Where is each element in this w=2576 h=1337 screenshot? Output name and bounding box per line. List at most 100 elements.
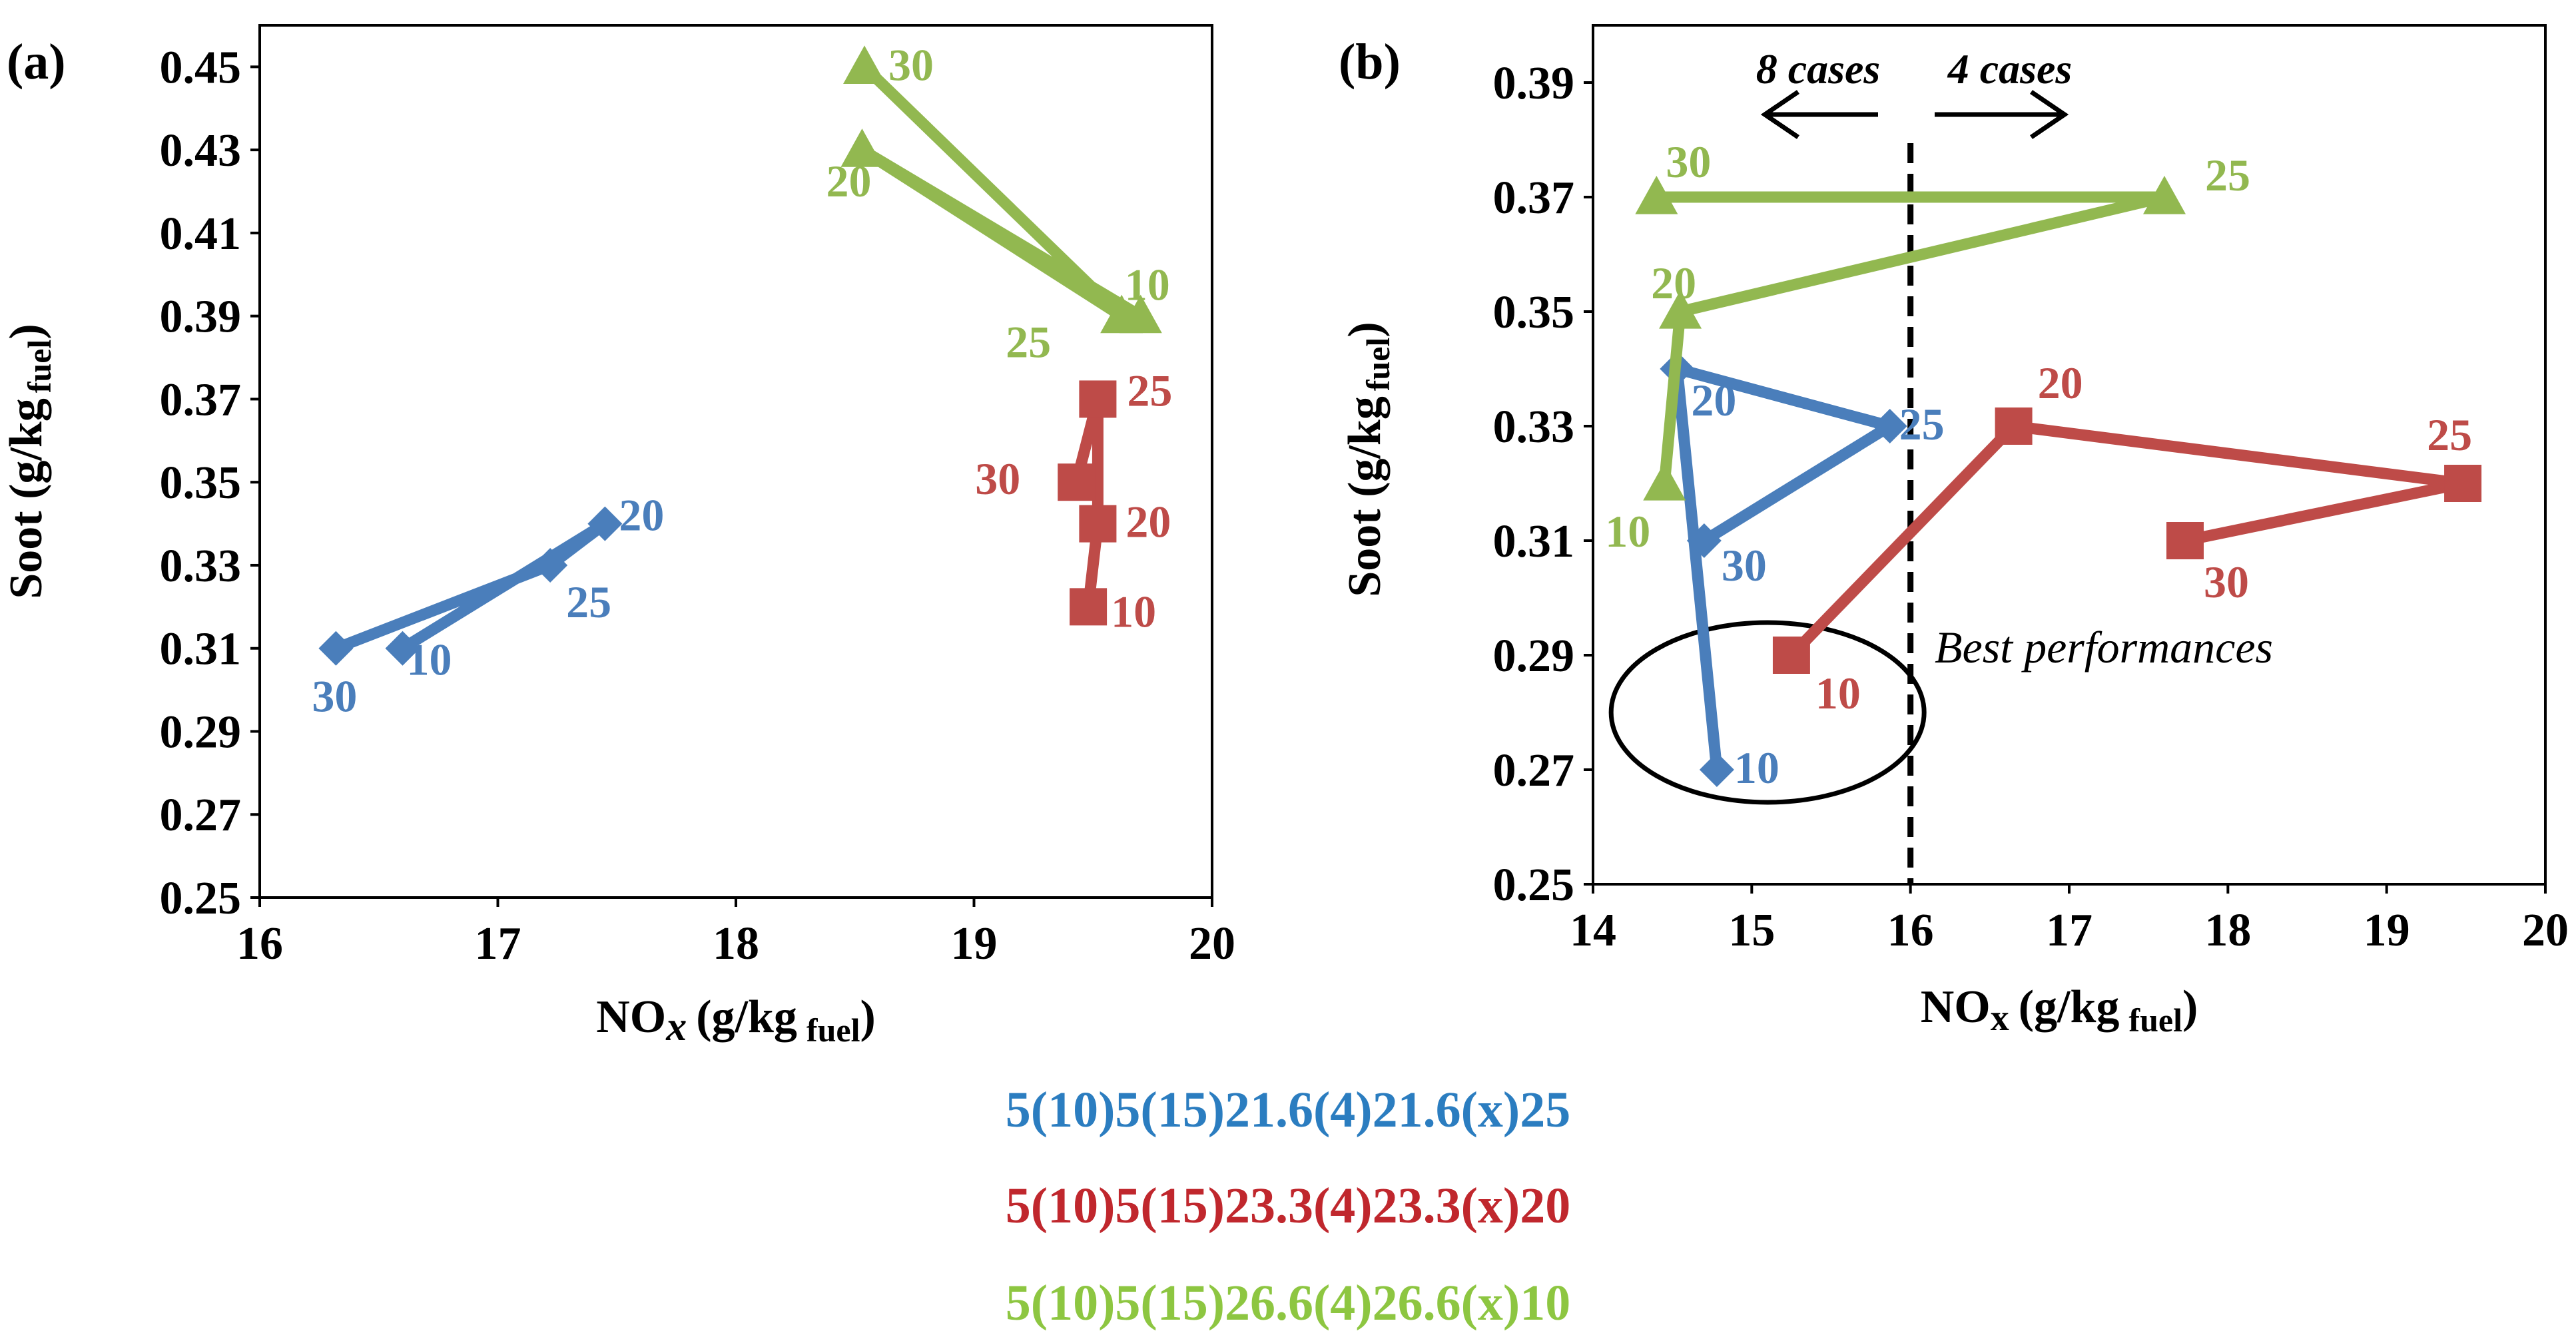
- point-label: 30: [888, 39, 934, 90]
- triangle-marker: [1100, 294, 1143, 334]
- panel-b: (b) 0.250.270.290.310.330.350.370.39 14 1…: [1339, 24, 2569, 1039]
- square-marker: [2166, 522, 2204, 559]
- square-marker: [1995, 407, 2033, 445]
- square-marker: [1772, 637, 1810, 674]
- series-line-2: [1787, 420, 2469, 659]
- x-tick-label: 14: [1570, 905, 1616, 956]
- diamond-marker: [533, 547, 568, 583]
- point-label: 20: [1691, 375, 1736, 425]
- left-arrow: [1760, 90, 1878, 139]
- x-tick-label: 18: [713, 918, 759, 969]
- diamond-marker: [1686, 523, 1722, 558]
- point-label: 30: [1722, 540, 1767, 591]
- panel-a-x-axis: 16 17 18 19 20: [236, 898, 1235, 969]
- point-label: 10: [407, 635, 452, 685]
- left-arrow-label: 8 cases: [1756, 45, 1881, 93]
- square-marker: [1079, 505, 1117, 543]
- point-label: 10: [1125, 260, 1170, 310]
- x-tick-label: 15: [1728, 905, 1775, 956]
- diamond-marker: [1699, 752, 1734, 787]
- point-label: 20: [2038, 358, 2083, 408]
- panel-b-label: (b): [1339, 34, 1401, 90]
- square-marker: [1079, 380, 1117, 418]
- point-label: 30: [2204, 557, 2249, 607]
- point-label: 20: [1651, 258, 1696, 308]
- y-tick-label: 0.39: [1493, 58, 1575, 109]
- panel-b-y-axis: 0.25 0.27 0.29 0.31 0.33 0.35 0.37 0.39: [1493, 58, 1593, 911]
- legend-item-series-2: 5(10)5(15)23.3(4)23.3(x)20: [1006, 1178, 1570, 1234]
- x-tick-label: 17: [2046, 905, 2093, 956]
- best-performances-label: Best performances: [1935, 622, 2273, 672]
- y-tick-label: 0.39: [160, 292, 242, 343]
- point-label: 20: [826, 156, 871, 206]
- point-label: 20: [1126, 497, 1171, 547]
- y-tick-label: 0.37: [160, 374, 242, 425]
- right-arrow: [1935, 90, 2069, 139]
- legend-item-series-1: 5(10)5(15)21.6(4)21.6(x)25: [1006, 1082, 1570, 1138]
- series-line-3: [1656, 191, 2170, 484]
- panel-a-x-axis-title: NOx (g/kg fuel): [596, 991, 876, 1049]
- y-tick-label: 0.45: [160, 42, 242, 93]
- best-performance-ellipse: [1608, 620, 1927, 805]
- panel-b-y-axis-title: Soot (g/kgfuel): [1339, 322, 1397, 597]
- series-line-1: [334, 518, 611, 654]
- triangle-marker: [1643, 462, 1686, 501]
- x-tick-label: 19: [2364, 905, 2410, 956]
- x-tick-label: 18: [2204, 905, 2251, 956]
- triangle-marker: [1635, 176, 1678, 214]
- point-label: 30: [1666, 136, 1711, 187]
- point-label: 30: [312, 671, 357, 722]
- y-tick-label: 0.29: [160, 706, 242, 758]
- legend: 5(10)5(15)21.6(4)21.6(x)25 5(10)5(15)23.…: [1006, 1082, 1570, 1331]
- x-tick-label: 19: [951, 918, 998, 969]
- panel-b-series: [1635, 176, 2482, 787]
- y-tick-label: 0.25: [1493, 860, 1575, 911]
- y-tick-label: 0.29: [1493, 631, 1575, 682]
- x-tick-label: 20: [1189, 918, 1235, 969]
- panel-a-y-axis: 0.25 0.27 0.29 0.31 0.33 0.35 0.37 0.39 0.41 0.43…: [160, 42, 260, 924]
- panel-b-x-axis: 14 15 16 17 18 19 20: [1570, 884, 2569, 956]
- y-tick-label: 0.37: [1493, 172, 1575, 224]
- y-tick-label: 0.41: [160, 208, 242, 260]
- point-label: 25: [2205, 150, 2250, 200]
- x-tick-label: 20: [2522, 905, 2569, 956]
- series-line-1: [1671, 363, 1896, 770]
- y-tick-label: 0.35: [1493, 287, 1575, 338]
- panel-b-point-labels: 10 20 25 30 10 20 25 30 10 20 25 30: [1605, 136, 2472, 793]
- square-marker: [2444, 465, 2482, 502]
- panel-a-label: (a): [7, 34, 66, 90]
- point-label: 25: [1006, 317, 1051, 368]
- y-tick-label: 0.33: [1493, 401, 1575, 453]
- point-label: 30: [975, 453, 1020, 504]
- point-label: 25: [1127, 365, 1172, 415]
- x-tick-label: 17: [475, 918, 521, 969]
- triangle-marker: [2143, 176, 2186, 214]
- right-arrow-label: 4 cases: [1947, 45, 2073, 93]
- diamond-marker: [385, 631, 420, 666]
- point-label: 25: [566, 577, 611, 627]
- y-tick-label: 0.27: [160, 790, 242, 841]
- panel-a-y-axis-title: Soot (g/kgfuel): [1, 324, 58, 599]
- point-label: 10: [1734, 742, 1779, 793]
- panel-a-series: [318, 45, 1162, 666]
- panel-a: (a) 0.25 0.27 0.29 0.31 0.33 0.35 0.37 0.39 0.41…: [1, 24, 1235, 1049]
- square-marker: [1070, 588, 1108, 626]
- x-tick-label: 16: [1887, 905, 1934, 956]
- triangle-marker: [843, 45, 886, 84]
- y-tick-label: 0.25: [160, 873, 242, 924]
- diamond-marker: [1872, 409, 1907, 443]
- x-tick-label: 16: [236, 918, 283, 969]
- square-marker: [1058, 463, 1096, 501]
- y-tick-label: 0.33: [160, 541, 242, 592]
- y-tick-label: 0.31: [160, 624, 242, 675]
- series-line-3: [856, 63, 1144, 322]
- diamond-marker: [318, 631, 354, 666]
- panel-a-plot-frame: [258, 24, 1213, 899]
- legend-item-series-3: 5(10)5(15)26.6(4)26.6(x)10: [1006, 1275, 1570, 1331]
- point-label: 25: [1899, 399, 1945, 449]
- series-line-2: [1070, 393, 1104, 608]
- y-tick-label: 0.43: [160, 125, 242, 176]
- point-label: 10: [1111, 586, 1156, 637]
